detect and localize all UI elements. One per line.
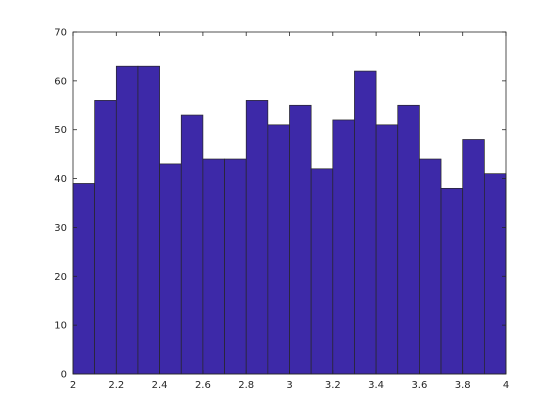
x-tick-label: 2.8 (238, 380, 254, 391)
histogram-bar (72, 183, 95, 375)
x-tick-label: 2.4 (152, 380, 168, 391)
y-tick-label: 30 (54, 223, 67, 234)
histogram-bar (440, 187, 464, 375)
histogram-bar (137, 65, 160, 375)
histogram-bar (180, 114, 204, 375)
histogram-bar (397, 104, 420, 375)
x-tick-label: 2.2 (108, 380, 124, 391)
y-tick-label: 20 (54, 272, 67, 283)
histogram-bar (419, 158, 442, 375)
histogram-bar (310, 168, 334, 375)
plot-frame (72, 31, 507, 375)
histogram-bar (462, 139, 485, 375)
histogram-bar (484, 173, 507, 375)
y-tick-labels: 0 10 20 30 40 50 60 70 (54, 28, 67, 381)
x-tick-label: 2.6 (195, 380, 211, 391)
histogram-bar (375, 124, 399, 375)
x-tick-label: 4 (503, 380, 509, 391)
x-tick-label: 3.4 (368, 380, 384, 391)
y-tick-label: 0 (61, 370, 67, 381)
y-tick-label: 70 (54, 28, 67, 39)
y-tick-label: 10 (54, 321, 67, 332)
histogram-bar (289, 104, 312, 375)
histogram-bar (159, 163, 182, 375)
histogram-bar (115, 65, 139, 375)
x-tick-label: 3.8 (455, 380, 471, 391)
histogram-bar (224, 158, 247, 375)
y-tick-label: 40 (54, 174, 67, 185)
x-tick-label: 2 (70, 380, 76, 391)
histogram-bar (267, 124, 290, 375)
x-tick-label: 3.6 (411, 380, 427, 391)
x-tick-label: 3.2 (325, 380, 341, 391)
x-tick-labels: 2 2.2 2.4 2.6 2.8 3 3.2 3.4 3.6 3.8 4 (70, 380, 509, 391)
y-tick-label: 60 (54, 76, 67, 87)
histogram-bar (94, 100, 117, 375)
histogram-bar (202, 158, 225, 375)
histogram-bar (332, 119, 355, 375)
histogram-bar (354, 70, 377, 375)
bars-group (72, 65, 507, 375)
x-tick-label: 3 (286, 380, 292, 391)
histogram-bar (245, 100, 269, 375)
y-tick-label: 50 (54, 125, 67, 136)
